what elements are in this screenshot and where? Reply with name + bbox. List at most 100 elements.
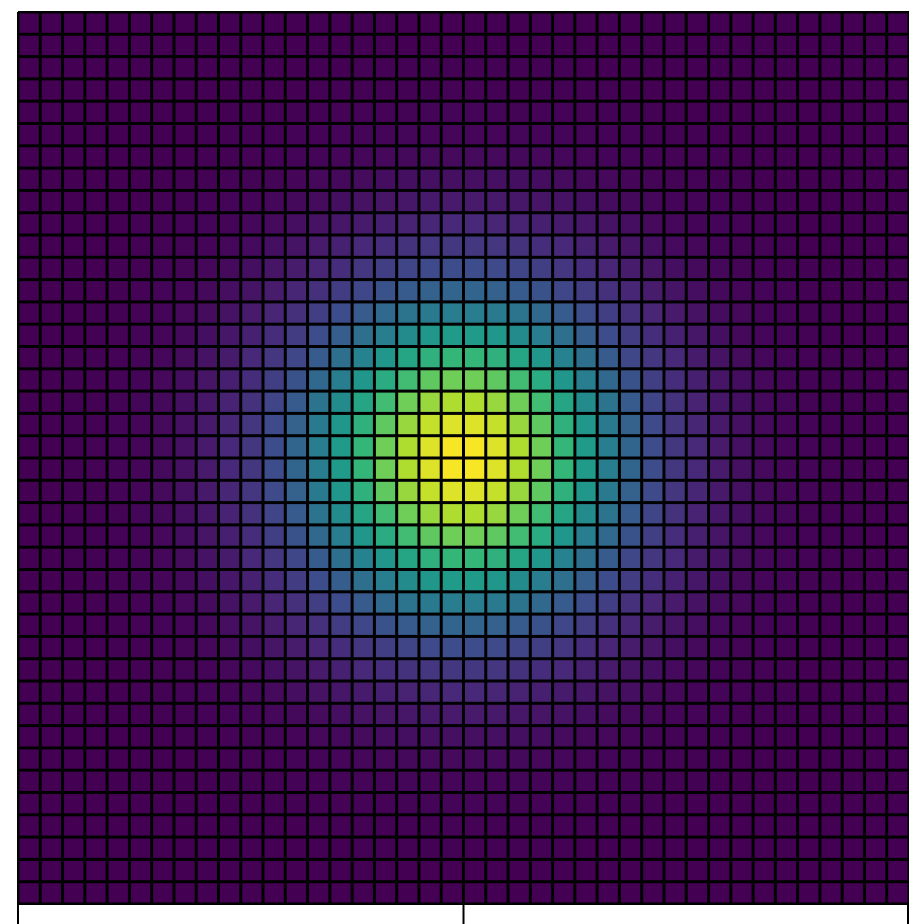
heatmap-cell <box>732 860 752 881</box>
heatmap-cell <box>353 303 373 323</box>
heatmap-cell <box>331 637 351 658</box>
heatmap-cell <box>598 481 618 502</box>
heatmap-cell <box>531 682 552 702</box>
heatmap-cell <box>710 303 730 323</box>
heatmap-cell <box>531 526 552 546</box>
heatmap-cell <box>732 704 752 725</box>
heatmap-cells <box>18 12 909 904</box>
heatmap-cell <box>531 348 552 368</box>
heatmap-cell <box>465 749 485 769</box>
heatmap-cell <box>353 682 373 702</box>
heatmap-cell <box>843 258 863 279</box>
heatmap-cell <box>687 370 708 390</box>
heatmap-cell <box>130 771 151 791</box>
heatmap-cell <box>665 860 685 881</box>
heatmap-cell <box>710 571 730 591</box>
heatmap-cell <box>754 147 774 167</box>
heatmap-cell <box>331 860 351 881</box>
heatmap-cell <box>531 102 552 122</box>
heatmap-cell <box>843 35 863 56</box>
heatmap-cell <box>776 682 797 702</box>
heatmap-cell <box>598 35 618 56</box>
heatmap-cell <box>865 794 886 814</box>
heatmap-cell <box>821 147 841 167</box>
heatmap-cell <box>821 281 841 301</box>
heatmap-cell <box>487 860 507 881</box>
heatmap-cell <box>643 147 663 167</box>
heatmap-cell <box>531 704 552 725</box>
heatmap-cell <box>19 348 39 368</box>
heatmap-cell <box>197 749 217 769</box>
heatmap-cell <box>264 414 284 435</box>
heatmap-cell <box>353 125 373 145</box>
heatmap-cell <box>309 771 329 791</box>
heatmap-cell <box>598 236 618 256</box>
heatmap-cell <box>153 727 173 747</box>
heatmap-cell <box>353 615 373 635</box>
heatmap-cell <box>420 13 440 33</box>
heatmap-cell <box>732 548 752 568</box>
heatmap-cell <box>398 191 418 212</box>
heatmap-cell <box>175 348 195 368</box>
heatmap-cell <box>264 236 284 256</box>
heatmap-cell <box>509 860 529 881</box>
heatmap-cell <box>732 660 752 680</box>
heatmap-cell <box>865 348 886 368</box>
heatmap-cell <box>108 838 128 858</box>
heatmap-cell <box>710 414 730 435</box>
heatmap-cell <box>242 459 262 479</box>
heatmap-cell <box>19 749 39 769</box>
heatmap-cell <box>754 838 774 858</box>
heatmap-cell <box>19 58 39 78</box>
heatmap-cell <box>398 727 418 747</box>
heatmap-cell <box>309 169 329 189</box>
heatmap-cell <box>576 571 596 591</box>
heatmap-cell <box>754 325 774 345</box>
heatmap-cell <box>64 13 84 33</box>
heatmap-cell <box>865 414 886 435</box>
heatmap-cell <box>264 35 284 56</box>
heatmap-cell <box>286 370 307 390</box>
heatmap-cell <box>398 860 418 881</box>
heatmap-cell <box>64 794 84 814</box>
heatmap-cell <box>598 883 618 903</box>
heatmap-cell <box>821 571 841 591</box>
heatmap-cell <box>710 526 730 546</box>
heatmap-cell <box>576 437 596 457</box>
heatmap-cell <box>242 169 262 189</box>
heatmap-cell <box>799 13 819 33</box>
heatmap-cell <box>309 35 329 56</box>
heatmap-cell <box>554 281 574 301</box>
heatmap-cell <box>64 414 84 435</box>
heatmap-cell <box>331 236 351 256</box>
heatmap-cell <box>843 303 863 323</box>
heatmap-cell <box>665 637 685 658</box>
heatmap-cell <box>331 303 351 323</box>
heatmap-cell <box>286 593 307 613</box>
heatmap-cell <box>64 548 84 568</box>
heatmap-cell <box>509 35 529 56</box>
heatmap-cell <box>108 704 128 725</box>
heatmap-cell <box>509 771 529 791</box>
heatmap-cell <box>821 504 841 524</box>
heatmap-cell <box>554 437 574 457</box>
heatmap-cell <box>19 147 39 167</box>
heatmap-cell <box>41 660 62 680</box>
heatmap-cell <box>843 660 863 680</box>
heatmap-cell <box>732 571 752 591</box>
heatmap-cell <box>242 214 262 234</box>
heatmap-cell <box>843 191 863 212</box>
heatmap-cell <box>710 236 730 256</box>
heatmap-cell <box>865 58 886 78</box>
heatmap-cell <box>843 571 863 591</box>
heatmap-cell <box>41 281 62 301</box>
heatmap-cell <box>420 370 440 390</box>
heatmap-cell <box>576 526 596 546</box>
heatmap-cell <box>821 548 841 568</box>
heatmap-cell <box>442 35 462 56</box>
heatmap-cell <box>353 593 373 613</box>
heatmap-cell <box>375 548 396 568</box>
heatmap-cell <box>888 80 908 100</box>
heatmap-cell <box>687 883 708 903</box>
heatmap-cell <box>843 414 863 435</box>
